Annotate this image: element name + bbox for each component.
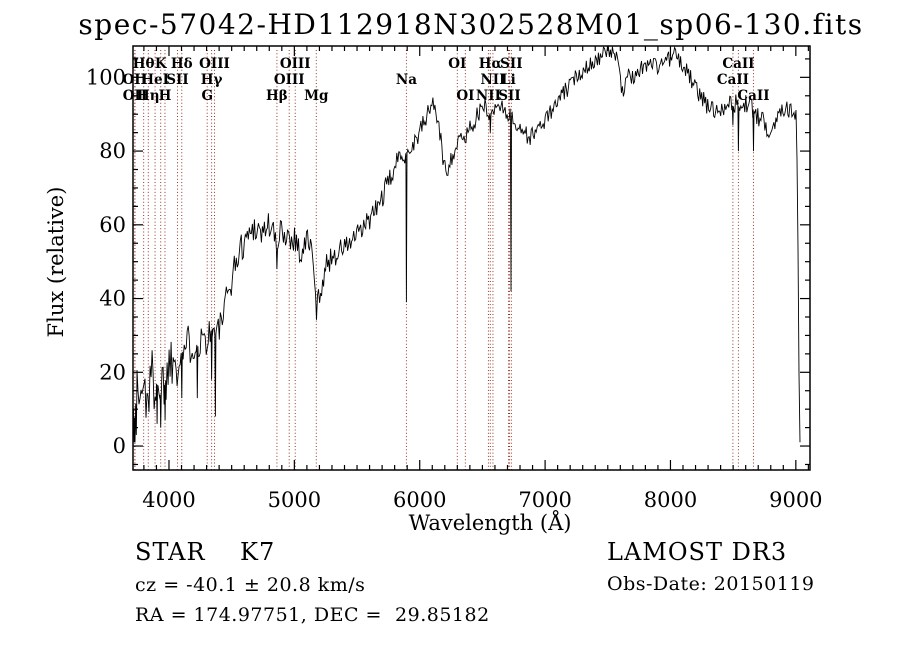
spectral-line-label: Hθ xyxy=(133,56,155,72)
y-axis-tick-label: 60 xyxy=(99,213,126,237)
plot-title: spec-57042-HD112918N302528M01_sp06-130.f… xyxy=(78,8,863,41)
spectral-line-label: OI xyxy=(448,56,466,72)
axis-ticks-group xyxy=(133,46,810,470)
axis-tick-labels-group: 4000 5000 6000 7000 8000 9000 0 20 40 60 80 100 xyxy=(86,65,823,512)
x-axis-tick-label: 4000 xyxy=(142,488,195,512)
x-axis-tick-label: 9000 xyxy=(769,488,822,512)
classification-label: STAR K7 xyxy=(135,538,275,566)
spectral-line-label: OII xyxy=(123,88,147,104)
spectral-line-label: Na xyxy=(396,72,417,88)
y-axis-tick-label: 0 xyxy=(113,434,126,458)
spectral-line-label: CaII xyxy=(722,56,754,72)
plot-frame-group xyxy=(132,45,811,471)
x-axis-label: Wavelength (Å) xyxy=(409,510,572,535)
spectral-line-label: SII xyxy=(500,56,522,72)
spectral-line-label: Hδ xyxy=(171,56,193,72)
spectral-line-label: G xyxy=(201,88,213,104)
spectral-line-label: OIII xyxy=(274,72,305,88)
spectral-line-label: CaII xyxy=(717,72,749,88)
plot-frame xyxy=(132,45,811,471)
spectral-line-label: OII xyxy=(123,72,147,88)
coordinates-label: RA = 174.97751, DEC = 29.85182 xyxy=(135,604,490,626)
y-axis-tick-label: 100 xyxy=(86,65,126,89)
spectral-line-label: Hη xyxy=(137,88,160,104)
spectral-line-label: Hγ xyxy=(201,72,223,88)
survey-release-label: LAMOST DR3 xyxy=(607,538,787,566)
spectral-line-label: K xyxy=(155,56,168,72)
spectral-line-label: OI xyxy=(456,88,474,104)
y-axis-tick-label: 80 xyxy=(99,139,126,163)
x-axis-tick-label: 7000 xyxy=(518,488,571,512)
spectrum-trace xyxy=(132,46,801,443)
spectral-line-label: OIII xyxy=(280,56,311,72)
y-axis-tick-label: 20 xyxy=(99,360,126,384)
spectral-line-label: H xyxy=(159,88,172,104)
y-axis-tick-label: 40 xyxy=(99,287,126,311)
spectral-line-label: Hα xyxy=(479,56,503,72)
spectral-line-label: SII xyxy=(498,88,520,104)
x-axis-tick-label: 5000 xyxy=(268,488,321,512)
spectral-line-label: SII xyxy=(166,72,188,88)
x-axis-tick-label: 6000 xyxy=(393,488,446,512)
spectral-line-labels-group: OIIOIIHθHηHeIKHSIIHδGHγOIIIHβOIIIOIIIMgN… xyxy=(123,56,770,104)
spectral-line-label: NII xyxy=(480,72,505,88)
x-axis-tick-label: 8000 xyxy=(644,488,697,512)
radial-velocity-label: cz = -40.1 ± 20.8 km/s xyxy=(135,574,365,596)
spectral-line-label: HeI xyxy=(141,72,169,88)
spectral-line-label: CaII xyxy=(737,88,769,104)
y-axis-label: Flux (relative) xyxy=(44,187,68,338)
spectral-line-label: Mg xyxy=(304,88,329,104)
spectral-line-label: NII xyxy=(476,88,501,104)
spectral-line-label: OIII xyxy=(199,56,230,72)
spectral-line-label: Li xyxy=(501,72,516,88)
spectral-line-label: Hβ xyxy=(266,88,288,104)
spectrum-trace-group xyxy=(132,46,801,443)
obs-date-label: Obs-Date: 20150119 xyxy=(607,573,815,595)
